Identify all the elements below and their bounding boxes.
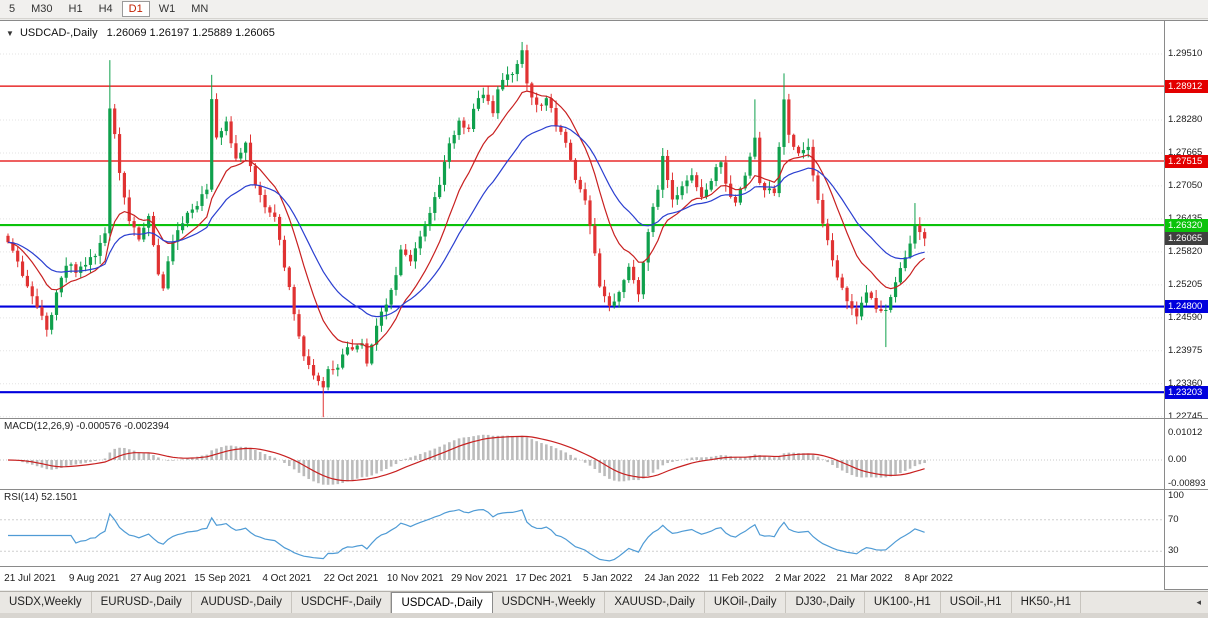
- rsi-indicator-label: RSI(14) 52.1501: [4, 492, 78, 503]
- price-axis-label: 1.27665: [1168, 146, 1203, 158]
- timeframe-button-mn[interactable]: MN: [191, 3, 209, 15]
- date-axis-label: 8 Apr 2022: [904, 573, 953, 584]
- current-price-tag: 1.26065: [1165, 232, 1208, 246]
- date-axis-label: 22 Oct 2021: [323, 573, 379, 584]
- date-axis-label: 27 Aug 2021: [130, 573, 187, 584]
- chart-dropdown-triangle-icon[interactable]: ▼: [6, 29, 14, 38]
- level-price-tag: 1.28912: [1165, 79, 1208, 93]
- timeframe-button-w1[interactable]: W1: [158, 3, 176, 15]
- price-axis-label: 1.25820: [1168, 245, 1203, 257]
- macd-pane-divider[interactable]: [0, 418, 1208, 419]
- date-axis-label: 9 Aug 2021: [68, 573, 120, 584]
- level-price-tag: 1.24800: [1165, 300, 1208, 314]
- chart-title: ▼ USDCAD-,Daily 1.26069 1.26197 1.25889 …: [6, 27, 275, 39]
- date-axis-label: 17 Dec 2021: [515, 573, 572, 584]
- price-axis[interactable]: 1.29510 1.28280 1.27665 1.27050 1.26435 1.258…: [1164, 21, 1208, 590]
- date-axis-divider: [0, 566, 1208, 567]
- price-axis-label: 1.29510: [1168, 48, 1203, 60]
- rsi-pane-divider[interactable]: [0, 489, 1208, 490]
- symbol-tab-usoil-h1[interactable]: USOil-,H1: [941, 592, 1012, 613]
- timeframe-toolbar: 5 M30 H1 H4 D1 W1 MN: [0, 0, 1208, 19]
- date-axis-label: 24 Jan 2022: [644, 573, 700, 584]
- date-axis-label: 15 Sep 2021: [194, 573, 251, 584]
- date-axis-label: 2 Mar 2022: [775, 573, 826, 584]
- symbol-tab-usdcad-daily[interactable]: USDCAD-,Daily: [391, 592, 493, 613]
- date-axis-label: 11 Feb 2022: [708, 573, 764, 584]
- rsi-axis-label: 30: [1168, 545, 1179, 557]
- symbol-tab-eurusd-daily[interactable]: EURUSD-,Daily: [92, 592, 192, 613]
- chart-window: ▼ USDCAD-,Daily 1.26069 1.26197 1.25889 …: [0, 20, 1208, 590]
- price-axis-label: 1.23360: [1168, 377, 1203, 389]
- symbol-tab-hk50-h1[interactable]: HK50-,H1: [1012, 592, 1082, 613]
- price-axis-label: 1.26435: [1168, 213, 1202, 224]
- level-price-tag: 1.23203: [1165, 385, 1208, 399]
- symbol-tab-ukoil-daily[interactable]: UKOil-,Daily: [705, 592, 787, 613]
- timeframe-button-d1[interactable]: D1: [121, 1, 150, 17]
- date-axis-label: 21 Mar 2022: [836, 573, 893, 584]
- price-axis-label: 1.23975: [1168, 344, 1203, 356]
- macd-axis-label: -0.00893: [1168, 478, 1206, 490]
- rsi-axis-label: 70: [1168, 513, 1179, 525]
- symbol-tab-xauusd-daily[interactable]: XAUUSD-,Daily: [605, 592, 705, 613]
- price-axis-label: 1.27050: [1168, 179, 1203, 191]
- symbol-tab-bar: USDX,Weekly EURUSD-,Daily AUDUSD-,Daily USD…: [0, 591, 1208, 613]
- date-axis-label: 10 Nov 2021: [386, 573, 444, 584]
- timeframe-button-h1[interactable]: H1: [68, 3, 83, 15]
- timeframe-button-h4[interactable]: H4: [98, 3, 113, 15]
- date-axis-label: 29 Nov 2021: [451, 573, 508, 584]
- price-chart-canvas[interactable]: [0, 21, 1164, 567]
- chart-symbol-label: USDCAD-,Daily: [19, 27, 98, 39]
- rsi-axis-label: 100: [1168, 490, 1184, 501]
- price-axis-label: 1.25205: [1168, 278, 1203, 290]
- tab-scroll-left-icon[interactable]: ◂: [1196, 597, 1201, 607]
- price-axis-label: 1.24590: [1168, 311, 1203, 323]
- symbol-tab-usdcnh-weekly[interactable]: USDCNH-,Weekly: [493, 592, 606, 613]
- timeframe-button-m30[interactable]: M30: [31, 3, 53, 15]
- chart-ohlc-values: 1.26069 1.26197 1.25889 1.26065: [106, 27, 275, 39]
- level-price-tag: 1.27515: [1165, 154, 1208, 168]
- symbol-tab-usdchf-daily[interactable]: USDCHF-,Daily: [292, 592, 392, 613]
- date-axis-label: 4 Oct 2021: [262, 573, 312, 584]
- date-axis-label: 21 Jul 2021: [4, 573, 56, 584]
- date-axis-label: 5 Jan 2022: [583, 573, 633, 584]
- macd-indicator-label: MACD(12,26,9) -0.000576 -0.002394: [4, 421, 170, 432]
- symbol-tab-uk100-h1[interactable]: UK100-,H1: [865, 592, 941, 613]
- window-bottom-edge: [0, 613, 1208, 618]
- price-axis-label: 1.22745: [1168, 410, 1203, 422]
- macd-axis-label: 0.00: [1168, 454, 1187, 465]
- timeframe-button-5[interactable]: 5: [9, 3, 16, 15]
- price-axis-label: 1.28280: [1168, 113, 1203, 125]
- symbol-tab-usdx-weekly[interactable]: USDX,Weekly: [0, 592, 92, 613]
- level-price-tag: 1.26320: [1165, 218, 1208, 232]
- macd-axis-label: 0.01012: [1168, 426, 1203, 438]
- date-axis[interactable]: 21 Jul 2021 9 Aug 2021 27 Aug 2021 15 Sep 2…: [0, 567, 1164, 590]
- symbol-tab-dj30-daily[interactable]: DJ30-,Daily: [786, 592, 865, 613]
- symbol-tab-audusd-daily[interactable]: AUDUSD-,Daily: [192, 592, 292, 613]
